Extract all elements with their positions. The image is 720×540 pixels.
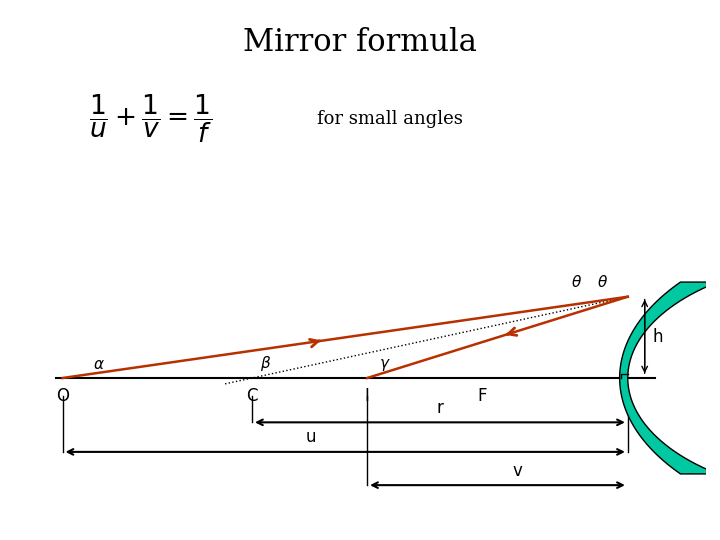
Text: Mirror formula: Mirror formula — [243, 27, 477, 58]
Text: $\alpha$: $\alpha$ — [93, 357, 105, 372]
Text: I: I — [365, 387, 369, 405]
Text: O: O — [56, 387, 69, 405]
Text: v: v — [513, 462, 523, 480]
Text: $\dfrac{1}{u}+\dfrac{1}{v}=\dfrac{1}{f}$: $\dfrac{1}{u}+\dfrac{1}{v}=\dfrac{1}{f}$ — [89, 93, 213, 145]
Text: $\gamma$: $\gamma$ — [379, 356, 391, 373]
Text: for small angles: for small angles — [317, 110, 463, 128]
Text: $\theta$: $\theta$ — [572, 274, 582, 291]
Polygon shape — [620, 282, 718, 474]
Text: $\theta$: $\theta$ — [597, 274, 608, 291]
Text: u: u — [306, 428, 317, 447]
Text: F: F — [477, 387, 487, 405]
Text: C: C — [246, 387, 258, 405]
Text: r: r — [436, 399, 444, 417]
Text: $\beta$: $\beta$ — [260, 354, 271, 373]
Text: h: h — [653, 328, 663, 346]
